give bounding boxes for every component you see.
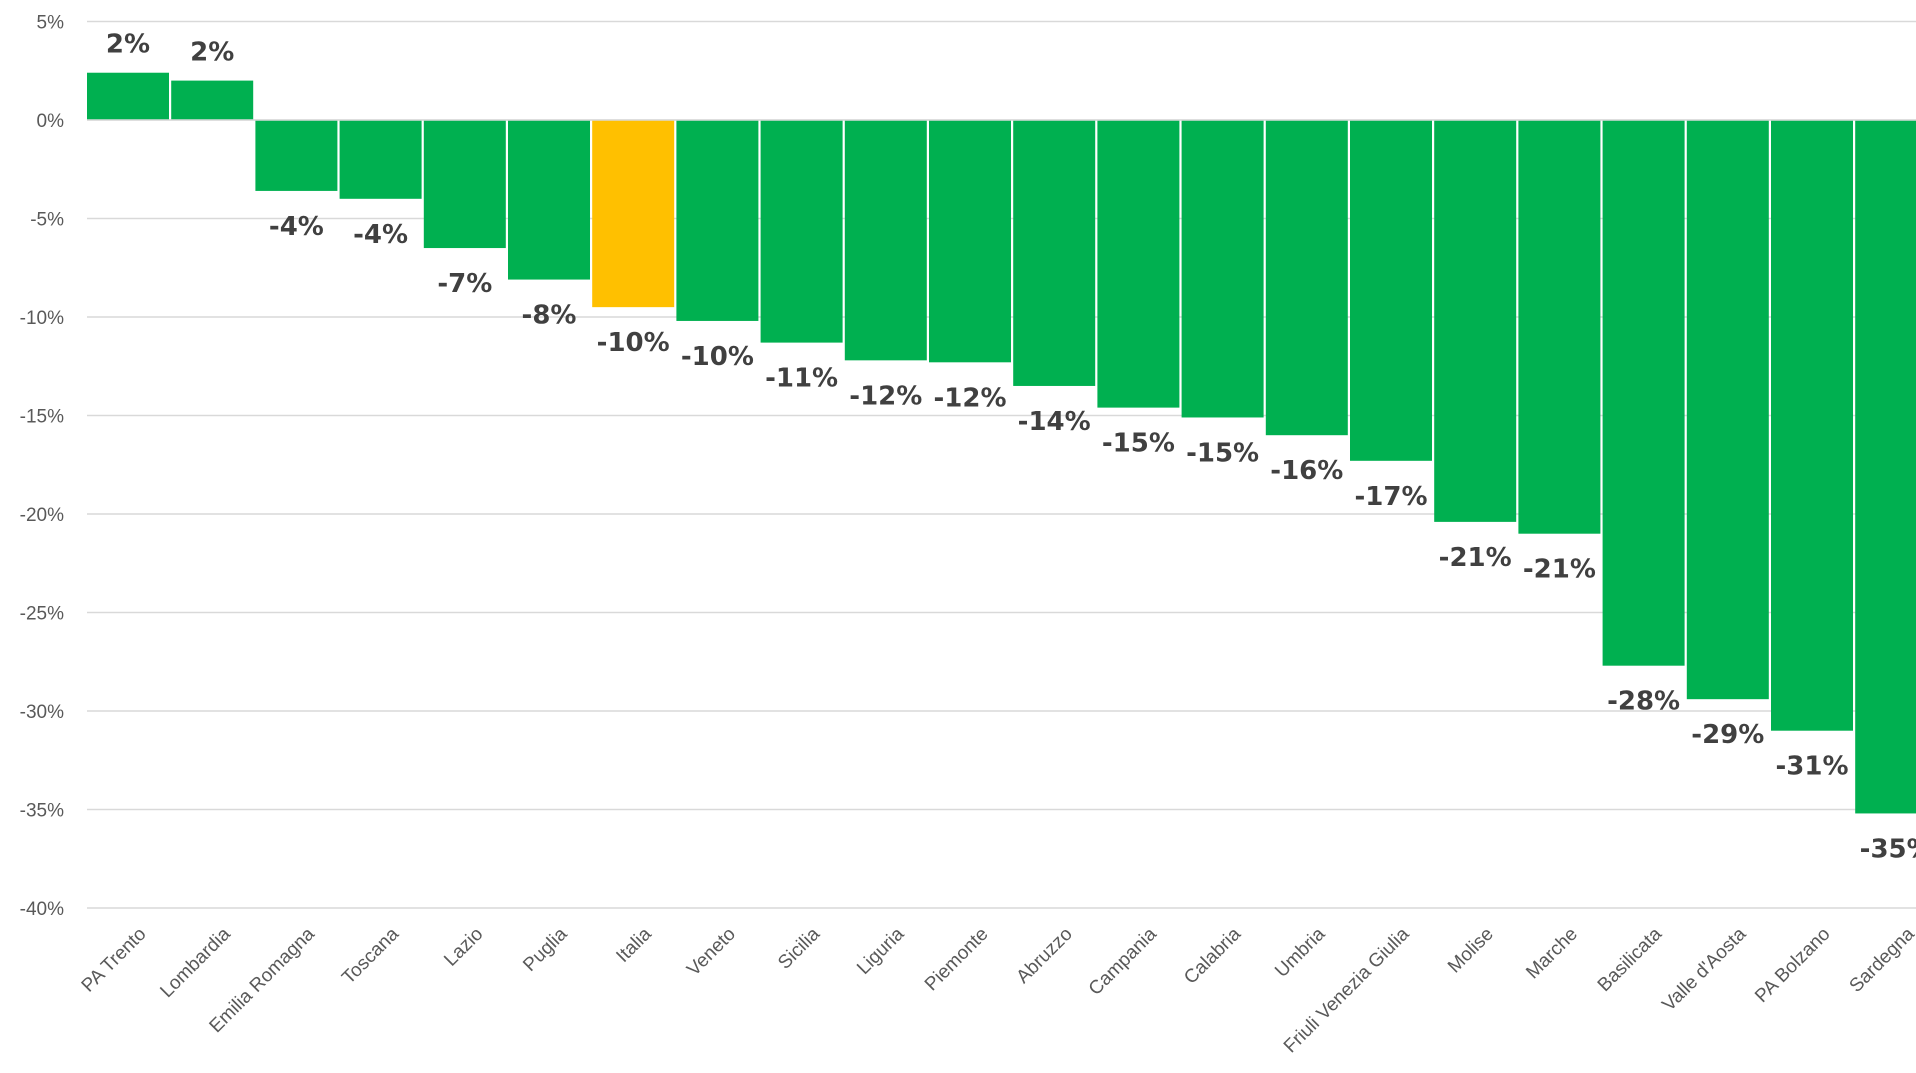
bar xyxy=(592,120,675,308)
x-tick-label: Piemonte xyxy=(921,924,993,996)
x-tick-label: Campania xyxy=(1085,923,1161,999)
y-tick-label: -35% xyxy=(20,801,64,822)
bar xyxy=(1265,120,1348,436)
bar xyxy=(171,80,254,120)
data-label: -35% xyxy=(1860,834,1916,864)
x-tick-label: Abruzzo xyxy=(1013,924,1077,988)
data-label: -21% xyxy=(1523,555,1596,585)
x-tick-label: Basilicata xyxy=(1594,923,1667,996)
x-tick-label: Italia xyxy=(613,923,657,967)
y-tick-label: 5% xyxy=(37,13,65,34)
data-label: 2% xyxy=(106,30,150,60)
bar xyxy=(1518,120,1601,534)
data-label: 2% xyxy=(190,38,234,68)
bar xyxy=(1350,120,1432,461)
bar xyxy=(1013,120,1096,386)
x-tick-label: Molise xyxy=(1444,924,1498,978)
y-tick-label: 0% xyxy=(37,111,65,132)
data-label: -29% xyxy=(1691,720,1764,750)
data-label: -31% xyxy=(1775,752,1848,782)
data-label: -12% xyxy=(849,381,922,411)
x-tick-label: PA Trento xyxy=(78,924,151,997)
y-tick-label: -40% xyxy=(20,899,64,920)
bar xyxy=(339,120,422,199)
x-tick-label: Toscana xyxy=(338,923,403,988)
x-tick-label: Marche xyxy=(1522,924,1582,984)
data-label: -12% xyxy=(933,383,1006,413)
data-label: -14% xyxy=(1018,407,1091,437)
data-label: -7% xyxy=(437,269,492,299)
bar xyxy=(1181,120,1264,418)
bar xyxy=(1097,120,1180,408)
y-tick-label: -20% xyxy=(20,505,64,526)
x-tick-label: Veneto xyxy=(683,924,740,981)
bar xyxy=(929,120,1011,363)
bar xyxy=(87,72,169,120)
bar xyxy=(1602,120,1685,666)
x-tick-label: Lombardia xyxy=(156,923,235,1002)
x-tick-label: Liguria xyxy=(853,923,908,978)
x-tick-label: Calabria xyxy=(1180,923,1245,988)
y-tick-label: -25% xyxy=(20,604,64,625)
x-tick-label: Sicilia xyxy=(774,923,824,973)
x-tick-label: Puglia xyxy=(519,923,572,976)
data-label: -21% xyxy=(1439,543,1512,573)
bar xyxy=(508,120,590,280)
bar xyxy=(1771,120,1853,731)
x-tick-label: Valle d'Aosta xyxy=(1658,923,1750,1015)
bar xyxy=(1686,120,1769,700)
bar xyxy=(423,120,506,249)
bar xyxy=(1434,120,1517,522)
bars xyxy=(87,72,1916,814)
data-label: -17% xyxy=(1354,482,1427,512)
bar xyxy=(844,120,927,361)
x-tick-label: PA Bolzano xyxy=(1751,924,1834,1007)
bar xyxy=(1855,120,1916,814)
bar xyxy=(760,120,843,343)
x-tick-label: Lazio xyxy=(440,924,487,971)
y-tick-label: -10% xyxy=(20,308,64,329)
bar xyxy=(676,120,759,321)
data-label: -10% xyxy=(597,328,670,358)
y-axis-tick-labels: 5% 0% -5% -10% -15% -20% -25% -30% -35% -40% xyxy=(20,13,64,921)
data-label: -4% xyxy=(353,220,408,250)
bar xyxy=(255,120,338,191)
data-label: -15% xyxy=(1186,438,1259,468)
data-label: -15% xyxy=(1102,429,1175,459)
data-label: -28% xyxy=(1607,687,1680,717)
data-label: -16% xyxy=(1270,456,1343,486)
data-label: -8% xyxy=(522,301,577,331)
data-label: -10% xyxy=(681,342,754,372)
data-labels: 2% 2% -4% -4% -7% -8% -10% -10% -11% -12% -12% -14%… xyxy=(106,30,1916,865)
y-tick-label: -5% xyxy=(30,210,64,231)
x-tick-label: Sardegna xyxy=(1846,923,1916,996)
y-tick-label: -15% xyxy=(20,407,64,428)
data-label: -4% xyxy=(269,212,324,242)
data-label: -11% xyxy=(765,364,838,394)
x-tick-label: Umbria xyxy=(1271,923,1329,981)
y-tick-label: -30% xyxy=(20,702,64,723)
